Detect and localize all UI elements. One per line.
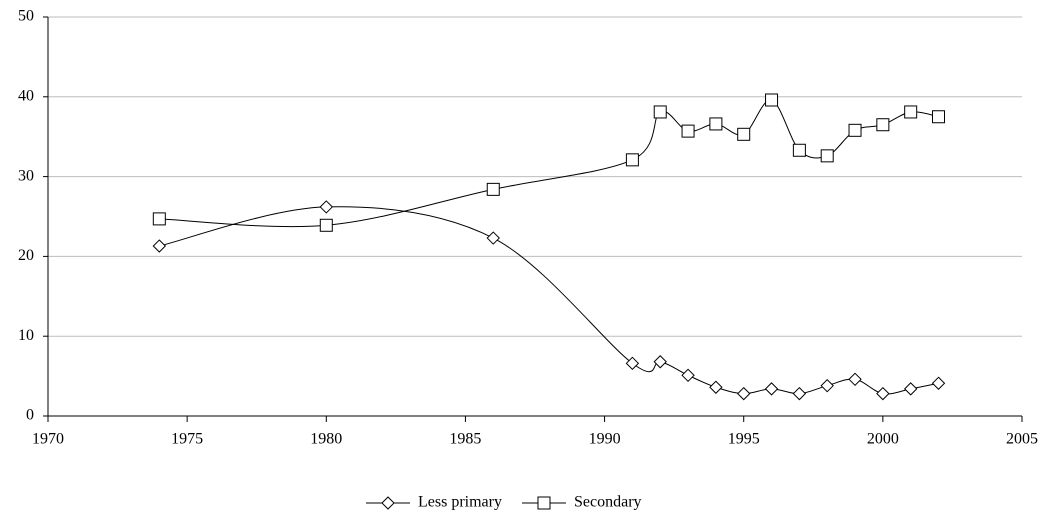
x-tick-label: 1990 xyxy=(589,431,621,448)
data-point xyxy=(625,356,640,371)
x-tick-label: 1985 xyxy=(449,431,481,448)
legend-label: Less primary xyxy=(418,494,502,511)
data-point xyxy=(848,372,862,386)
data-point xyxy=(904,105,918,119)
data-point xyxy=(903,382,918,396)
data-point xyxy=(792,386,807,401)
data-point xyxy=(792,143,806,157)
data-point xyxy=(820,378,834,393)
y-tick-label: 50 xyxy=(18,8,34,25)
legend-marker xyxy=(537,496,551,510)
x-tick-label: 2005 xyxy=(1006,431,1038,448)
y-tick-label: 30 xyxy=(18,167,34,184)
data-point xyxy=(319,200,333,214)
x-tick-label: 1980 xyxy=(310,431,342,448)
y-tick-label: 40 xyxy=(18,87,34,104)
data-point xyxy=(737,127,751,141)
data-point xyxy=(931,376,946,390)
data-point xyxy=(709,117,723,131)
x-tick-label: 2000 xyxy=(867,431,899,448)
data-point xyxy=(876,386,890,401)
series-line xyxy=(159,99,939,228)
data-point xyxy=(709,380,723,394)
series-line xyxy=(159,206,939,395)
x-tick-label: 1970 xyxy=(32,431,64,448)
data-point xyxy=(932,110,946,124)
data-point xyxy=(820,149,834,163)
data-point xyxy=(765,93,779,107)
data-point xyxy=(681,124,695,138)
data-point xyxy=(737,386,751,401)
x-tick-label: 1975 xyxy=(171,431,203,448)
data-point xyxy=(876,118,890,132)
legend-marker xyxy=(381,496,395,510)
data-point xyxy=(319,218,333,232)
data-point xyxy=(486,182,500,196)
x-tick-label: 1995 xyxy=(728,431,760,448)
data-point xyxy=(486,231,500,245)
data-point xyxy=(152,239,167,253)
y-tick-label: 0 xyxy=(26,407,34,424)
y-tick-label: 20 xyxy=(18,247,34,264)
legend-label: Secondary xyxy=(574,494,642,511)
data-point xyxy=(625,153,639,167)
data-point xyxy=(653,355,667,369)
data-point xyxy=(152,212,166,226)
y-tick-label: 10 xyxy=(18,327,34,344)
data-point xyxy=(681,368,695,383)
data-point xyxy=(848,123,862,137)
data-point xyxy=(653,105,667,119)
data-point xyxy=(764,382,779,396)
